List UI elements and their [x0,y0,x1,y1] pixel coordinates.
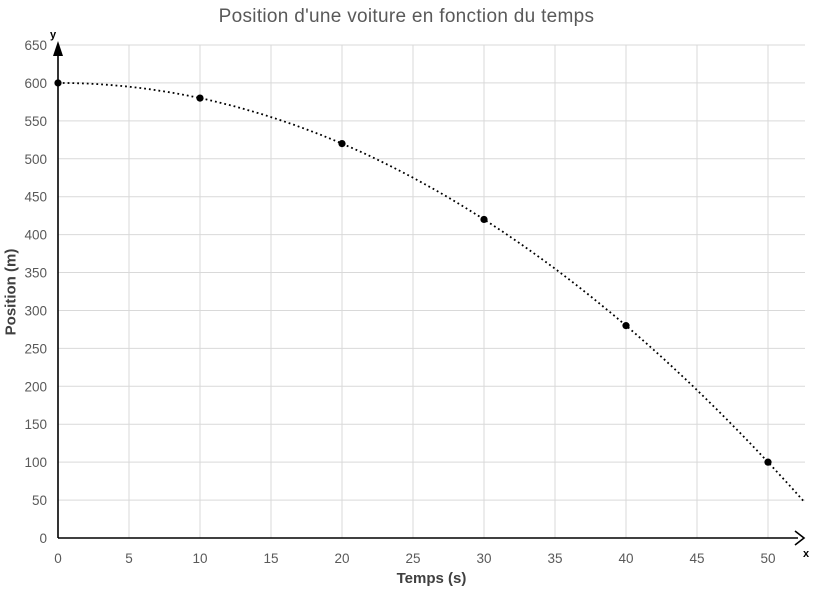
data-point [54,79,62,87]
x-tick-label: 35 [547,551,562,566]
data-point [764,458,772,466]
x-tick-label: 40 [618,551,633,566]
y-tick-label: 200 [24,379,47,394]
y-axis-title: Position (m) [2,248,20,336]
y-tick-label: 100 [24,455,47,470]
y-tick-label: 0 [39,531,47,546]
x-axis-title: Temps (s) [396,570,467,587]
x-tick-label: 50 [760,551,775,566]
chart-title: Position d'une voiture en fonction du te… [218,6,595,27]
y-tick-label: 150 [24,417,47,432]
y-tick-label: 600 [24,76,47,91]
y-tick-label: 250 [24,341,47,356]
data-point [338,140,346,148]
x-tick-label: 25 [405,551,420,566]
trendline-curve [57,82,805,502]
x-tick-label: 30 [476,551,491,566]
y-tick-label: 50 [32,493,47,508]
y-tick-label: 400 [24,228,47,243]
y-tick-label: 300 [24,303,47,318]
x-tick-label: 5 [125,551,133,566]
x-tick-label: 15 [263,551,278,566]
y-tick-label: 500 [24,152,47,167]
x-tick-label: 20 [334,551,349,566]
y-tick-label: 350 [24,266,47,281]
data-point [196,94,204,102]
x-axis-letter: x [803,548,810,560]
y-tick-label: 550 [24,114,47,129]
y-tick-label: 650 [24,38,47,53]
x-tick-label: 45 [689,551,704,566]
x-axis-arrowhead [794,530,806,546]
data-point [622,322,630,330]
y-axis-arrowhead [53,41,63,56]
x-tick-label: 0 [54,551,62,566]
data-point [480,215,488,224]
y-axis-letter: y [50,29,57,41]
x-tick-label: 10 [192,551,207,566]
y-tick-label: 450 [24,190,47,205]
